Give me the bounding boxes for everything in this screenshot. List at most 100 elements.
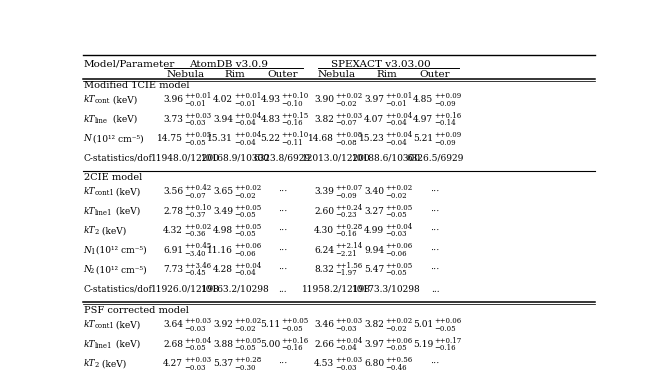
Text: 3.82: 3.82 — [314, 115, 334, 124]
Text: 12013.0/12200: 12013.0/12200 — [302, 154, 371, 163]
Text: ++3.46: ++3.46 — [184, 262, 211, 270]
Text: Rim: Rim — [376, 70, 397, 79]
Text: N: N — [84, 134, 91, 144]
Text: 5.47: 5.47 — [364, 265, 384, 274]
Text: C-statistics/dof: C-statistics/dof — [84, 154, 153, 163]
Text: −0.36: −0.36 — [184, 230, 206, 239]
Text: 3.39: 3.39 — [314, 187, 334, 196]
Text: 3.56: 3.56 — [163, 187, 183, 196]
Text: ++0.05: ++0.05 — [184, 131, 212, 139]
Text: ⋅⋅⋅: ⋅⋅⋅ — [430, 226, 440, 235]
Text: −0.04: −0.04 — [234, 269, 256, 278]
Text: ...: ... — [431, 285, 440, 294]
Text: PSF corrected model: PSF corrected model — [84, 306, 188, 315]
Text: −0.01: −0.01 — [385, 100, 407, 108]
Text: kT: kT — [84, 340, 95, 349]
Text: −0.16: −0.16 — [282, 119, 303, 127]
Text: C-statistics/dof: C-statistics/dof — [84, 285, 153, 294]
Text: 5.37: 5.37 — [213, 359, 233, 368]
Text: 9.94: 9.94 — [364, 246, 384, 255]
Text: ⋅⋅⋅: ⋅⋅⋅ — [430, 246, 440, 255]
Text: ++0.08: ++0.08 — [335, 131, 362, 139]
Text: ⋅⋅⋅: ⋅⋅⋅ — [278, 207, 287, 216]
Text: −0.09: −0.09 — [335, 191, 357, 200]
Text: cont1: cont1 — [95, 322, 115, 330]
Text: ++0.02: ++0.02 — [234, 184, 262, 192]
Text: 11926.0/12198: 11926.0/12198 — [151, 285, 219, 294]
Text: −0.03: −0.03 — [335, 364, 357, 371]
Text: 4.27: 4.27 — [163, 359, 183, 368]
Text: 15.31: 15.31 — [208, 134, 233, 144]
Text: ++0.02: ++0.02 — [234, 317, 262, 325]
Text: ++0.05: ++0.05 — [385, 262, 412, 270]
Text: ++0.03: ++0.03 — [184, 112, 211, 120]
Text: ++0.03: ++0.03 — [184, 317, 211, 325]
Text: −0.23: −0.23 — [335, 211, 357, 219]
Text: −0.16: −0.16 — [335, 230, 357, 239]
Text: ⋅⋅⋅: ⋅⋅⋅ — [278, 265, 287, 274]
Text: ⋅⋅⋅: ⋅⋅⋅ — [278, 359, 287, 368]
Text: 3.27: 3.27 — [364, 207, 384, 216]
Text: ++1.56: ++1.56 — [335, 262, 362, 270]
Text: N: N — [84, 246, 91, 255]
Text: ⋅⋅⋅: ⋅⋅⋅ — [430, 265, 440, 274]
Text: 3.88: 3.88 — [214, 340, 233, 349]
Text: (10¹² cm⁻⁵): (10¹² cm⁻⁵) — [93, 246, 147, 255]
Text: ++0.28: ++0.28 — [234, 356, 262, 364]
Text: −0.05: −0.05 — [434, 325, 455, 332]
Text: ++0.04: ++0.04 — [234, 131, 262, 139]
Text: 11948.0/12200: 11948.0/12200 — [151, 154, 219, 163]
Text: 6326.5/6929: 6326.5/6929 — [407, 154, 464, 163]
Text: 6323.8/6929: 6323.8/6929 — [254, 154, 311, 163]
Text: ++0.01: ++0.01 — [184, 92, 212, 100]
Text: 4.83: 4.83 — [260, 115, 280, 124]
Text: 2: 2 — [95, 361, 99, 369]
Text: kT: kT — [84, 115, 95, 124]
Text: Model/Parameter: Model/Parameter — [84, 60, 175, 69]
Text: kT: kT — [84, 187, 95, 196]
Text: −0.04: −0.04 — [385, 119, 407, 127]
Text: −3.40: −3.40 — [184, 250, 206, 258]
Text: cont: cont — [95, 98, 110, 105]
Text: −0.09: −0.09 — [434, 100, 455, 108]
Text: 3.90: 3.90 — [314, 95, 334, 104]
Text: Outer: Outer — [420, 70, 450, 79]
Text: (keV): (keV) — [114, 187, 141, 196]
Text: −0.08: −0.08 — [335, 139, 357, 147]
Text: Rim: Rim — [225, 70, 246, 79]
Text: −0.05: −0.05 — [234, 211, 256, 219]
Text: −1.97: −1.97 — [335, 269, 357, 278]
Text: 4.30: 4.30 — [314, 226, 334, 235]
Text: 2: 2 — [95, 228, 99, 236]
Text: kT: kT — [84, 207, 95, 216]
Text: ++0.17: ++0.17 — [434, 337, 461, 344]
Text: 15.23: 15.23 — [359, 134, 384, 144]
Text: line1: line1 — [95, 342, 112, 350]
Text: ++0.45: ++0.45 — [184, 242, 212, 251]
Text: −0.14: −0.14 — [434, 119, 455, 127]
Text: −0.06: −0.06 — [385, 250, 407, 258]
Text: 3.82: 3.82 — [364, 321, 384, 329]
Text: ++0.02: ++0.02 — [385, 317, 412, 325]
Text: −0.02: −0.02 — [385, 325, 407, 332]
Text: −0.05: −0.05 — [234, 344, 256, 352]
Text: −0.04: −0.04 — [234, 139, 256, 147]
Text: ++0.24: ++0.24 — [335, 203, 362, 212]
Text: 5.00: 5.00 — [260, 340, 280, 349]
Text: ++0.04: ++0.04 — [335, 337, 362, 344]
Text: ++0.16: ++0.16 — [434, 112, 461, 120]
Text: ++0.06: ++0.06 — [385, 242, 412, 251]
Text: Nebula: Nebula — [317, 70, 355, 79]
Text: 6.24: 6.24 — [314, 246, 334, 255]
Text: 4.97: 4.97 — [413, 115, 433, 124]
Text: 5.11: 5.11 — [260, 321, 280, 329]
Text: (keV): (keV) — [110, 115, 137, 124]
Text: 3.73: 3.73 — [163, 115, 183, 124]
Text: 5.22: 5.22 — [260, 134, 280, 144]
Text: ++0.15: ++0.15 — [282, 112, 309, 120]
Text: 2.68: 2.68 — [163, 340, 183, 349]
Text: ++0.10: ++0.10 — [184, 203, 212, 212]
Text: −0.01: −0.01 — [184, 100, 206, 108]
Text: ++0.04: ++0.04 — [184, 337, 212, 344]
Text: ⋅⋅⋅: ⋅⋅⋅ — [278, 246, 287, 255]
